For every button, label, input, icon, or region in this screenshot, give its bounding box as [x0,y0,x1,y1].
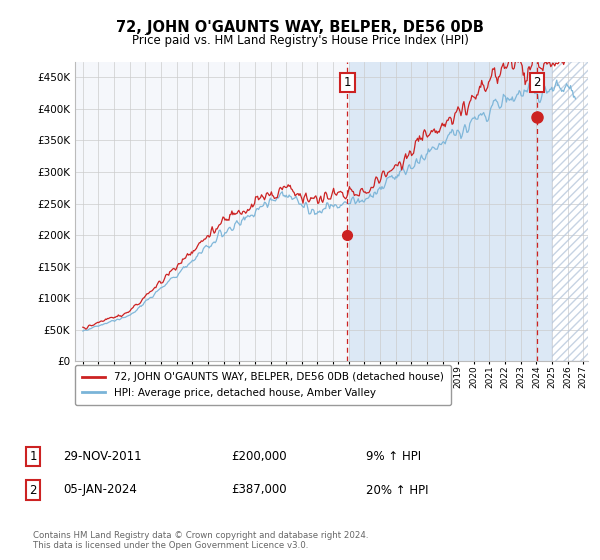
Text: 2: 2 [533,76,541,89]
Text: 1: 1 [344,76,351,89]
Bar [552,62,591,361]
Text: 05-JAN-2024: 05-JAN-2024 [63,483,137,497]
Text: £387,000: £387,000 [231,483,287,497]
Bar [552,62,591,361]
Text: 9% ↑ HPI: 9% ↑ HPI [366,450,421,463]
Legend: 72, JOHN O'GAUNTS WAY, BELPER, DE56 0DB (detached house), HPI: Average price, de: 72, JOHN O'GAUNTS WAY, BELPER, DE56 0DB … [75,365,451,405]
Bar [349,62,552,361]
Text: Contains HM Land Registry data © Crown copyright and database right 2024.
This d: Contains HM Land Registry data © Crown c… [33,531,368,550]
Text: 20% ↑ HPI: 20% ↑ HPI [366,483,428,497]
Text: 1: 1 [29,450,37,463]
Text: 2: 2 [29,483,37,497]
Text: 29-NOV-2011: 29-NOV-2011 [63,450,142,463]
Text: Price paid vs. HM Land Registry's House Price Index (HPI): Price paid vs. HM Land Registry's House … [131,34,469,46]
Text: £200,000: £200,000 [231,450,287,463]
Text: 72, JOHN O'GAUNTS WAY, BELPER, DE56 0DB: 72, JOHN O'GAUNTS WAY, BELPER, DE56 0DB [116,20,484,35]
